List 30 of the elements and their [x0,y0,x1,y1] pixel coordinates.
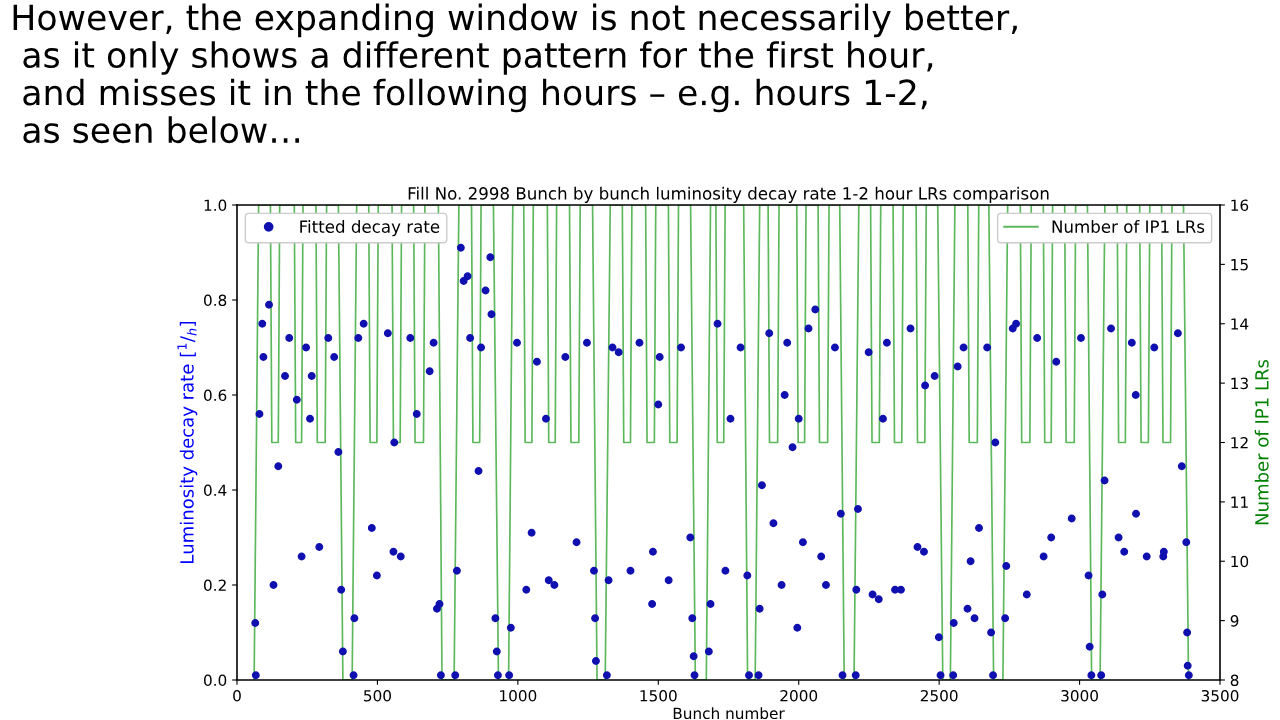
x-tick-label: 0 [233,689,241,702]
y-tick-label: 1.0 [204,199,227,212]
x-tick-label: 2000 [780,689,818,702]
x-tick-label: 3500 [1201,689,1239,702]
x-axis-title: Bunch number [673,707,785,720]
text: However, the expanding window is not necessarily better, as it only shows a different pattern for the first hour, and misses it in the following hours – e.g. hours 1-2, as seen below… [13,3,1017,144]
y-tick-label: 0.4 [203,484,227,497]
y2-tick-label: 12 [1231,436,1248,449]
chart-title: Fill No. 2998 Bunch by bunch luminosity decay rate 1-2 hour LRs comparison [408,186,1049,203]
x-tick-label: 1000 [500,689,537,702]
x-tick-label: 500 [364,689,391,702]
y2-tick-label: 14 [1231,318,1249,330]
y-tick-label: 0.8 [203,294,227,307]
y2-tick-label: 16 [1231,199,1249,212]
y-tick-label: 0.0 [203,674,227,687]
y2-tick-label: 13 [1231,377,1248,390]
legend-label: Fitted decay rate [300,220,440,237]
x-tick-label: 1500 [640,689,677,702]
y2-tick-label: 8 [1230,674,1239,687]
y-tick-label: 0.2 [203,579,226,592]
x-tick-label: 3000 [1061,689,1098,702]
y2-tick-label: 15 [1231,259,1248,271]
legend-label: Number of IP1 LRs [1052,220,1205,233]
y2-axis-title: Number of IP1 LRs [1254,359,1269,525]
x-tick-label: 2500 [920,689,958,702]
y-axis-title: Luminosity decay rate [$^{1}$/$_{h}$] [177,321,198,564]
y2-tick-label: 9 [1230,615,1239,627]
y2-tick-label: 11 [1231,496,1248,508]
y2-tick-label: 10 [1231,555,1249,568]
y-tick-label: 0.6 [203,389,227,402]
